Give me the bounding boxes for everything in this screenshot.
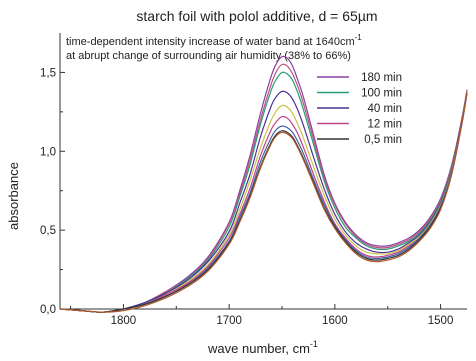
x-axis-label: wave number, cm-1	[207, 339, 318, 356]
axes: 0,0 0,5 1,0 1,5 1800 1700 1600 1500	[40, 33, 467, 327]
series-line-2	[59, 71, 468, 313]
y-tick-label: 0,5	[40, 225, 56, 237]
series-line-8	[59, 92, 468, 313]
series-line-4	[59, 91, 468, 313]
x-tick-label: 1700	[216, 315, 242, 327]
series-line-7	[59, 92, 468, 313]
y-tick-label: 1,5	[40, 67, 56, 79]
legend-label: 12 min	[367, 119, 402, 131]
legend-label: 0,5 min	[364, 134, 402, 146]
legend-label: 100 min	[361, 88, 402, 100]
x-tick-label: 1500	[428, 315, 454, 327]
chart-title: starch foil with polol additive, d = 65µ…	[136, 8, 377, 24]
legend-label: 40 min	[367, 103, 402, 115]
series-line-5	[59, 92, 468, 313]
annotation-line-2: at abrupt change of surrounding air humi…	[66, 50, 351, 62]
series-lines	[59, 55, 468, 313]
x-tick-label: 1600	[322, 315, 348, 327]
series-line-3	[59, 90, 468, 313]
legend: 180 min 100 min 40 min 12 min 0,5 min	[317, 72, 402, 146]
annotation-line-1: time-dependent intensity increase of wat…	[66, 33, 362, 48]
y-tick-label: 1,0	[40, 146, 56, 158]
series-line-0	[59, 55, 468, 313]
legend-label: 180 min	[361, 72, 402, 84]
y-tick-label: 0,0	[40, 304, 56, 316]
x-tick-label: 1800	[111, 315, 137, 327]
y-axis-label: absorbance	[6, 162, 21, 230]
